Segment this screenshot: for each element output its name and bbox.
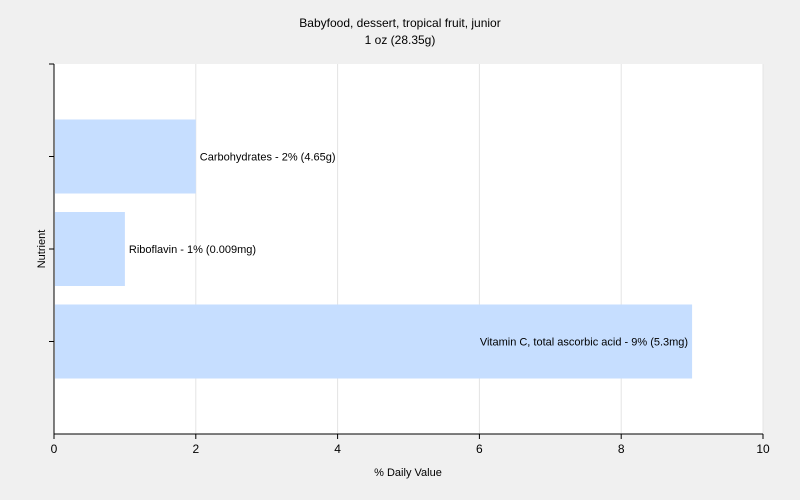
chart-title: Babyfood, dessert, tropical fruit, junio… <box>299 16 500 30</box>
chart-subtitle: 1 oz (28.35g) <box>365 33 436 47</box>
bar <box>55 212 125 286</box>
y-axis-label: Nutrient <box>36 230 48 269</box>
x-tick-label: 8 <box>618 442 625 456</box>
x-axis-label: % Daily Value <box>374 467 442 479</box>
x-tick-label: 2 <box>192 442 199 456</box>
x-tick-label: 4 <box>334 442 341 456</box>
bar-data-label: Vitamin C, total ascorbic acid - 9% (5.3… <box>480 337 688 349</box>
x-tick-label: 0 <box>51 442 58 456</box>
axes: 0 2 4 6 8 10 <box>49 63 770 456</box>
bar-data-label: Carbohydrates - 2% (4.65g) <box>200 152 336 164</box>
bar <box>55 119 196 194</box>
bar <box>55 304 693 379</box>
bar-data-label: Riboflavin - 1% (0.009mg) <box>129 244 256 256</box>
x-tick-label: 10 <box>756 442 770 456</box>
bars: Carbohydrates - 2% (4.65g) Riboflavin - 1… <box>55 119 693 379</box>
x-tick-label: 6 <box>476 442 483 456</box>
